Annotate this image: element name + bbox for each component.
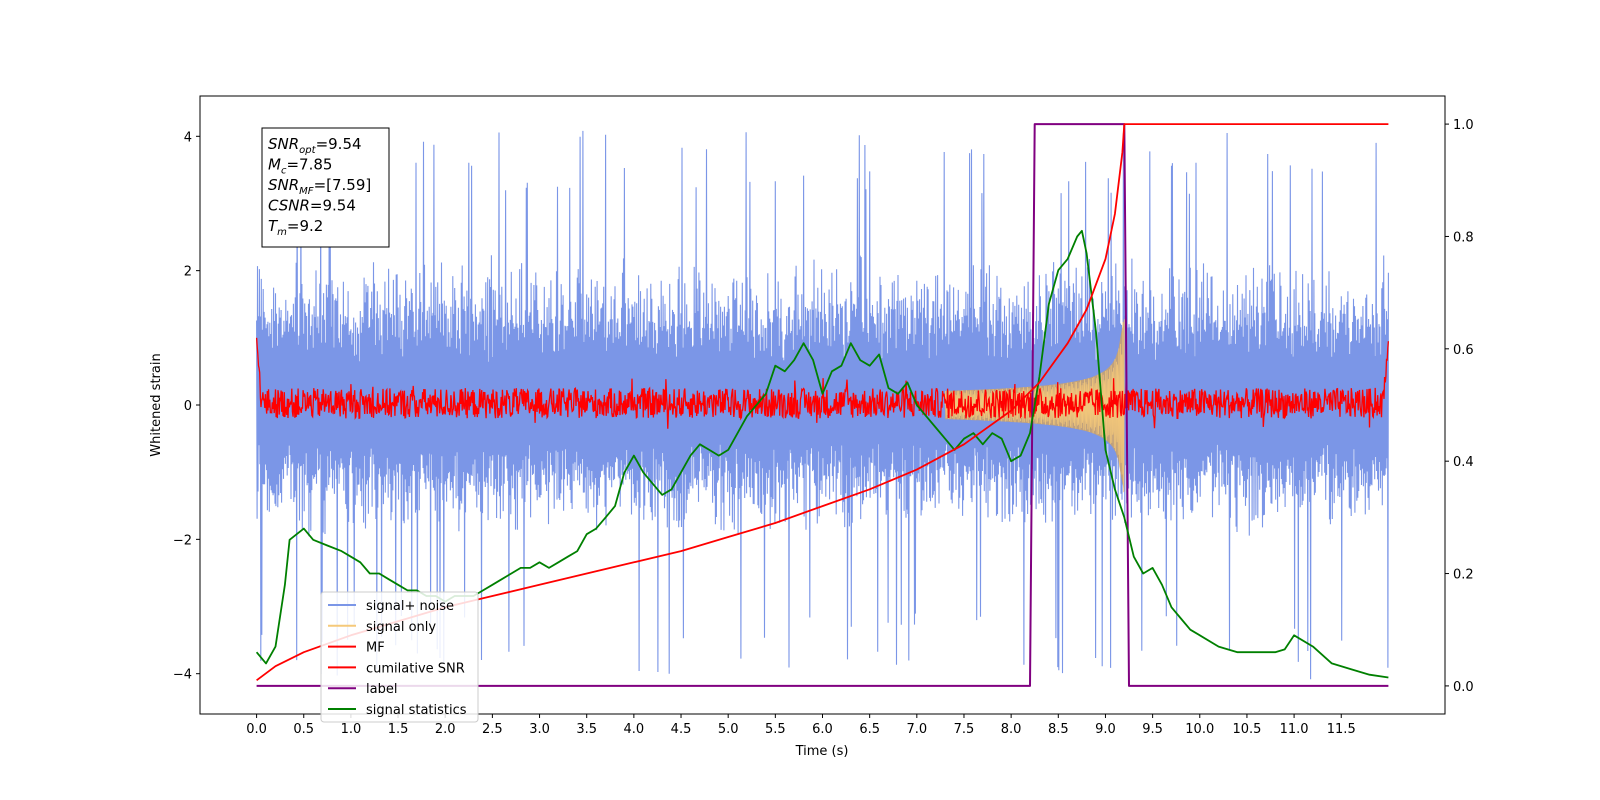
y-tick-label-right: 0.0 — [1453, 680, 1474, 695]
x-tick-label: 9.5 — [1142, 722, 1163, 737]
x-tick-label: 1.0 — [341, 722, 362, 737]
x-tick-label: 1.5 — [388, 722, 409, 737]
x-tick-label: 11.5 — [1327, 722, 1356, 737]
info-symbol: T — [268, 217, 279, 235]
x-tick-label: 0.0 — [246, 722, 267, 737]
x-tick-label: 9.0 — [1095, 722, 1116, 737]
x-tick-label: 6.5 — [859, 722, 880, 737]
legend: signal+ noise signal only MF cumilative SNR… — [320, 591, 479, 723]
x-tick-label: 4.0 — [624, 722, 645, 737]
y-tick-label-right: 0.2 — [1453, 568, 1474, 583]
series-label — [256, 123, 1389, 687]
y-axis-right-ticks: 1.0 0.8 0.6 0.4 0.2 0.0 — [1445, 118, 1474, 695]
x-tick-label: 8.0 — [1001, 722, 1022, 737]
info-line: SNRMF=[7.59] — [268, 176, 371, 197]
legend-label: signal+ noise — [366, 599, 454, 614]
info-symbol: SNR — [268, 176, 299, 194]
info-line: Mc=7.85 — [268, 156, 332, 177]
y-tick-label-left: −2 — [173, 533, 192, 548]
info-subscript: m — [277, 227, 287, 238]
info-line: Tm=9.2 — [268, 217, 323, 238]
x-tick-label: 0.5 — [293, 722, 314, 737]
info-subscript: MF — [299, 186, 314, 197]
y-tick-label-right: 1.0 — [1453, 118, 1474, 133]
info-symbol: M — [268, 156, 281, 174]
x-axis-ticks: 0.0 0.5 1.0 1.5 2.0 2.5 3.0 3.5 4.0 4.5 5.0 5.5 6.0 6… — [246, 714, 1356, 737]
x-tick-label: 6.0 — [812, 722, 833, 737]
x-tick-label: 5.0 — [718, 722, 739, 737]
x-tick-label: 11.0 — [1280, 722, 1309, 737]
info-box: SNRopt=9.54Mc=7.85SNRMF=[7.59]CSNR=9.54T… — [261, 127, 390, 248]
info-symbol: CSNR — [268, 197, 310, 215]
legend-label: label — [366, 682, 397, 697]
y-tick-label-left: −4 — [173, 668, 192, 683]
legend-label: signal only — [366, 620, 436, 635]
info-box-frame — [261, 127, 390, 248]
x-axis-label: Time (s) — [795, 744, 849, 759]
info-line: SNRopt=9.54 — [268, 135, 362, 156]
info-subscript: c — [281, 166, 287, 177]
legend-label: signal statistics — [366, 703, 467, 718]
y-tick-label-left: 0 — [184, 399, 192, 414]
x-tick-label: 7.0 — [906, 722, 927, 737]
x-tick-label: 5.5 — [765, 722, 786, 737]
legend-label: MF — [366, 641, 385, 656]
y-tick-label-right: 0.4 — [1453, 455, 1474, 470]
y-axis-label: Whitened strain — [149, 353, 164, 456]
x-tick-label: 7.5 — [954, 722, 975, 737]
info-value: =7.85 — [286, 156, 332, 174]
x-tick-label: 3.5 — [576, 722, 597, 737]
x-tick-label: 2.0 — [435, 722, 456, 737]
info-value: =9.54 — [310, 197, 356, 215]
x-tick-label: 4.5 — [671, 722, 692, 737]
y-tick-label-left: 4 — [184, 130, 192, 145]
x-tick-label: 8.5 — [1048, 722, 1069, 737]
info-value: =[7.59] — [314, 176, 372, 194]
series-mf — [255, 337, 1390, 429]
x-tick-label: 3.0 — [529, 722, 550, 737]
info-subscript: opt — [299, 145, 316, 156]
legend-frame — [320, 591, 479, 723]
series-signal-noise — [256, 129, 1389, 680]
legend-label: cumilative SNR — [366, 661, 465, 676]
info-value: =9.2 — [287, 217, 323, 235]
y-tick-label-right: 0.6 — [1453, 343, 1474, 358]
x-tick-label: 10.5 — [1232, 722, 1261, 737]
info-symbol: SNR — [268, 135, 299, 153]
y-axis-left-ticks: 4 2 0 −2 −4 — [173, 130, 200, 683]
y-tick-label-left: 2 — [184, 265, 192, 280]
y-tick-label-right: 0.8 — [1453, 230, 1474, 245]
x-tick-label: 10.0 — [1185, 722, 1214, 737]
info-line: CSNR=9.54 — [268, 197, 356, 215]
x-tick-label: 2.5 — [482, 722, 503, 737]
info-value: =9.54 — [316, 135, 362, 153]
